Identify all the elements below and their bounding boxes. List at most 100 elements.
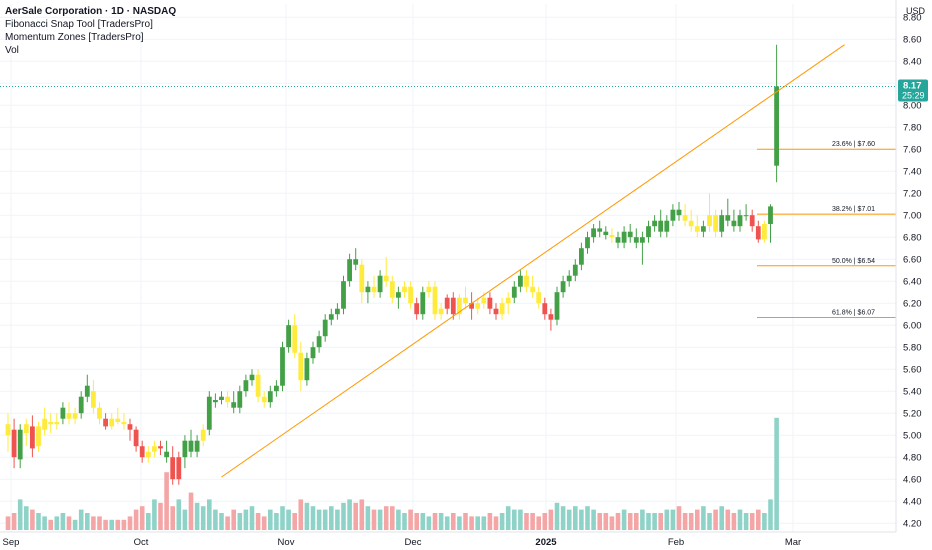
volume-bar [505, 506, 511, 530]
candle-body [676, 209, 682, 216]
candlesticks [5, 44, 779, 485]
candle-body [310, 347, 316, 359]
volume-bar [542, 513, 548, 530]
volume-bar [640, 509, 645, 530]
candle-body [688, 220, 694, 227]
volume-bar [713, 509, 718, 530]
price-tick-label: 8.00 [903, 101, 922, 112]
candle-body [475, 303, 481, 309]
volume-bar [383, 506, 389, 530]
candle-body [694, 226, 700, 232]
candle-body [615, 237, 621, 243]
candle-body [560, 281, 566, 293]
price-tick-label: 4.60 [903, 475, 922, 486]
volume-bar [359, 499, 365, 530]
price-tick-label: 5.40 [903, 387, 922, 398]
candle-body [243, 380, 249, 392]
volume-bar [286, 509, 291, 530]
volume-bar [390, 506, 395, 530]
volume-bar [749, 513, 755, 530]
volume-bar [310, 506, 316, 530]
candle-body [158, 446, 163, 449]
volume-bar [304, 502, 310, 530]
candle-body [768, 206, 773, 224]
volume-bar [103, 519, 108, 530]
candle-body [542, 303, 548, 315]
volume-bar [457, 516, 462, 530]
price-tick-label: 6.40 [903, 277, 922, 288]
volume-bar [54, 516, 60, 530]
volume-bar [115, 519, 121, 530]
volume-bar [371, 509, 377, 530]
candle-body [457, 297, 462, 315]
candle-body [176, 457, 182, 480]
candle-body [267, 391, 273, 403]
price-axis[interactable]: 8.808.608.408.208.007.807.607.407.207.00… [903, 13, 922, 530]
price-tick-label: 6.20 [903, 299, 922, 310]
candle-body [72, 413, 78, 419]
volume-bar [426, 516, 432, 530]
candle-body [749, 215, 755, 227]
symbol-title[interactable]: AerSale Corporation · 1D · NASDAQ [5, 6, 177, 17]
candle-body [371, 286, 377, 293]
volume-bar [316, 509, 322, 530]
candle-body [402, 286, 407, 293]
candle-body [200, 429, 206, 441]
volume-bar [182, 509, 188, 530]
volume-bar [298, 499, 304, 530]
candle-body [444, 297, 450, 309]
candle-body [237, 391, 243, 408]
volume-bar [743, 513, 749, 530]
volume-bar [670, 509, 676, 530]
candle-body [493, 308, 499, 315]
candle-body [426, 286, 432, 293]
candle-body [432, 286, 438, 315]
volume-bar [225, 516, 230, 530]
price-tick-label: 5.00 [903, 431, 922, 442]
candle-body [261, 396, 267, 403]
candle-body [42, 418, 47, 430]
candle-body [530, 286, 535, 293]
volume-bar [365, 506, 371, 530]
candle-body [414, 303, 420, 315]
candle-body [54, 422, 60, 425]
volume-bar [322, 509, 328, 530]
indicator-volume[interactable]: Vol [5, 45, 19, 56]
candle-body [591, 228, 596, 238]
candle-body [335, 308, 340, 315]
volume-bar [774, 417, 779, 530]
candle-body [518, 275, 523, 287]
candle-body [481, 297, 487, 304]
volume-bar [682, 513, 688, 530]
volume-bar [719, 506, 724, 530]
indicator-fibonacci[interactable]: Fibonacci Snap Tool [TradersPro] [5, 19, 153, 30]
trendline-segment[interactable] [221, 44, 845, 478]
indicator-momentum[interactable]: Momentum Zones [TradersPro] [5, 32, 144, 43]
volume-bar [408, 509, 413, 530]
candle-body [737, 215, 743, 227]
candle-body [298, 352, 304, 381]
price-tick-label: 4.40 [903, 497, 922, 508]
price-tick-label: 6.60 [903, 255, 922, 266]
volume-bar [664, 509, 670, 530]
candle-body [396, 292, 401, 298]
volume-bar [274, 513, 279, 530]
candle-body [585, 237, 590, 249]
candle-body [194, 440, 200, 452]
candle-body [316, 336, 322, 348]
candle-body [280, 347, 285, 386]
candle-body [17, 429, 23, 460]
candle-body [91, 391, 96, 408]
volume-bar [731, 513, 737, 530]
time-axis[interactable]: Sep Oct Nov Dec 2025 Feb Mar [3, 537, 802, 548]
volume-bar [280, 506, 285, 530]
volume-bar [91, 516, 96, 530]
price-tick-label: 7.40 [903, 167, 922, 178]
trendline[interactable] [221, 44, 845, 478]
volume-bar [493, 516, 499, 530]
volume-bar [213, 509, 218, 530]
volume-bar [652, 513, 657, 530]
volume-bar [512, 509, 517, 530]
volume-bar [377, 509, 383, 530]
